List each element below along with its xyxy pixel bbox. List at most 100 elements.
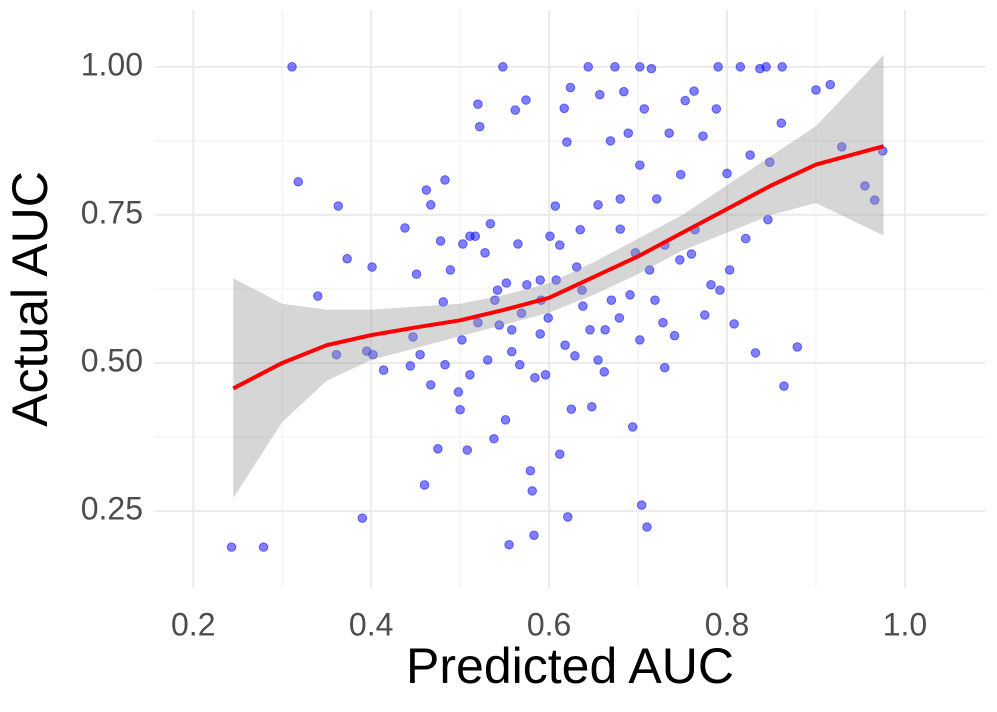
point — [513, 239, 523, 249]
point — [458, 239, 468, 249]
point — [440, 175, 450, 185]
point — [435, 236, 446, 246]
point — [619, 86, 629, 97]
point — [836, 142, 847, 152]
point — [606, 295, 617, 305]
point — [453, 387, 464, 397]
point — [331, 349, 342, 360]
point — [438, 297, 449, 307]
point — [527, 486, 537, 496]
point — [635, 335, 645, 345]
y-axis-title: Actual AUC — [2, 171, 58, 427]
point — [585, 324, 595, 335]
point — [659, 362, 670, 373]
point — [646, 63, 657, 74]
x-tick-label: 0.2 — [171, 606, 215, 642]
point — [535, 329, 545, 339]
point — [312, 291, 323, 301]
point — [445, 265, 456, 275]
point — [825, 79, 836, 90]
point — [650, 295, 660, 305]
point — [550, 201, 561, 211]
point — [706, 279, 716, 290]
y-tick-label: 0.75 — [81, 194, 143, 230]
point — [623, 128, 634, 138]
point — [516, 308, 527, 319]
point — [419, 480, 430, 490]
x-tick-label: 0.6 — [527, 606, 571, 642]
point — [593, 200, 603, 210]
point — [729, 319, 739, 329]
point — [699, 310, 710, 320]
point — [777, 62, 787, 72]
point — [368, 349, 378, 360]
point — [521, 95, 531, 105]
point — [724, 265, 735, 275]
point — [686, 249, 697, 259]
point — [551, 275, 562, 285]
point — [535, 275, 545, 285]
point — [614, 313, 625, 323]
point — [639, 104, 650, 114]
point — [761, 62, 771, 72]
point — [600, 324, 610, 335]
point — [735, 62, 746, 72]
point — [470, 231, 481, 242]
point — [490, 295, 500, 305]
point — [433, 444, 443, 454]
point — [504, 539, 514, 550]
point — [610, 62, 620, 72]
point — [500, 415, 511, 425]
y-tick-label: 0.50 — [81, 342, 143, 378]
point — [440, 359, 450, 370]
point — [455, 404, 465, 415]
point — [669, 330, 680, 341]
point — [675, 169, 686, 180]
point — [293, 176, 304, 187]
point — [506, 324, 517, 335]
point — [605, 136, 616, 146]
point — [811, 85, 821, 95]
point — [226, 542, 237, 552]
point — [529, 530, 539, 541]
point — [554, 449, 565, 459]
point — [750, 348, 761, 358]
point — [492, 285, 503, 295]
point — [367, 262, 377, 272]
point — [421, 185, 432, 195]
point — [776, 118, 787, 128]
point — [522, 279, 532, 290]
point — [562, 137, 572, 147]
point — [615, 194, 626, 204]
point — [869, 195, 880, 205]
point — [565, 82, 576, 93]
point — [457, 335, 467, 345]
point — [570, 351, 580, 361]
point — [540, 370, 551, 380]
point — [764, 157, 775, 167]
point — [357, 513, 368, 523]
point — [615, 224, 626, 234]
point — [571, 262, 582, 272]
point — [745, 150, 755, 160]
point — [583, 62, 594, 72]
point — [474, 121, 485, 132]
point — [560, 340, 570, 350]
point — [635, 160, 645, 170]
point — [525, 465, 536, 476]
point — [562, 512, 573, 522]
point — [689, 86, 699, 96]
point — [258, 542, 269, 552]
point — [545, 231, 555, 242]
point — [494, 320, 505, 330]
point — [635, 62, 645, 72]
point — [485, 218, 496, 229]
x-tick-label: 0.8 — [705, 606, 749, 642]
point — [792, 342, 803, 352]
point — [586, 401, 597, 412]
point — [595, 89, 605, 100]
point — [698, 131, 708, 141]
point — [722, 168, 732, 179]
point — [554, 240, 565, 250]
point — [473, 99, 483, 109]
